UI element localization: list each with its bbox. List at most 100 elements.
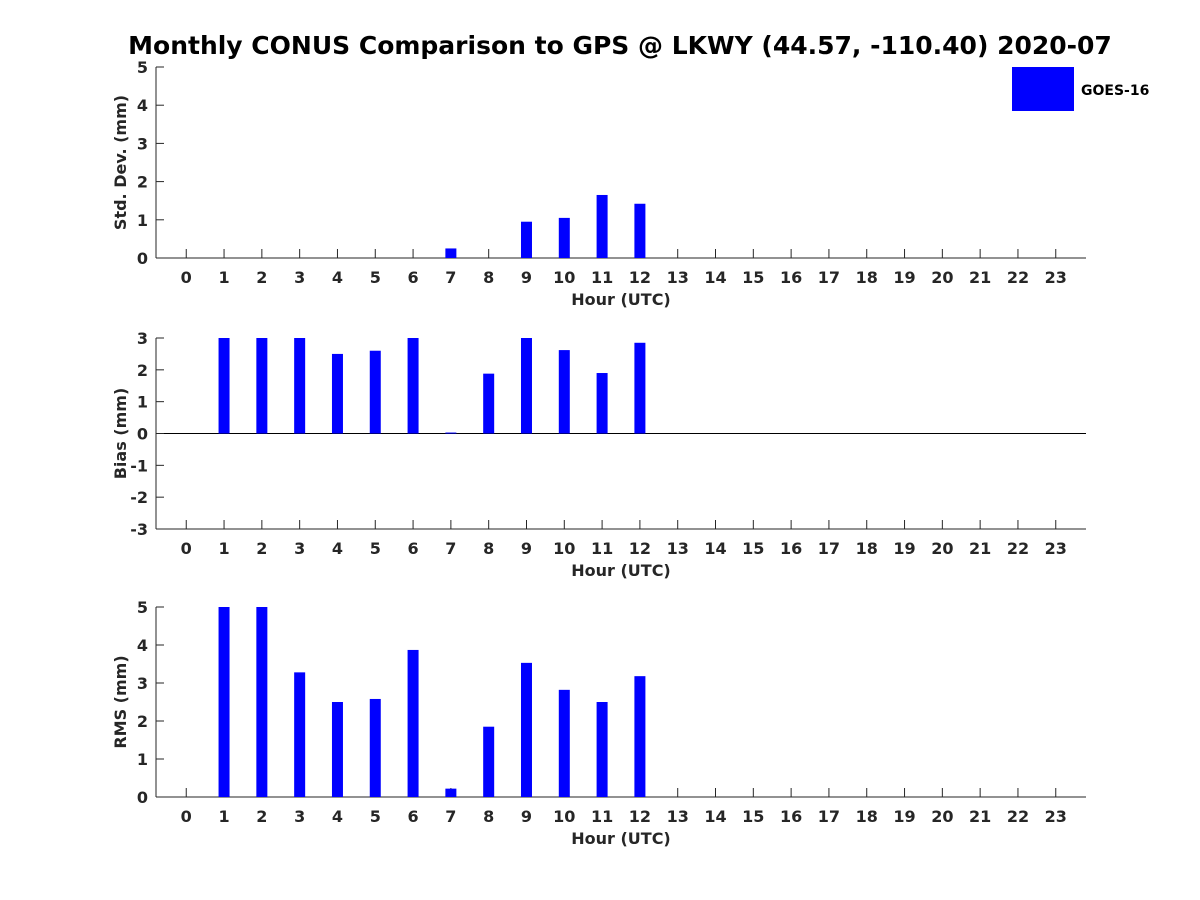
- bar-bias-hour-2: [256, 338, 268, 434]
- x-tick-label: 20: [931, 807, 953, 826]
- x-tick-label: 17: [818, 539, 840, 558]
- x-tick-label: 23: [1045, 807, 1067, 826]
- y-tick-label: 4: [137, 636, 148, 655]
- x-tick-label: 8: [483, 539, 494, 558]
- x-tick-label: 19: [893, 807, 915, 826]
- x-tick-label: 2: [256, 539, 267, 558]
- x-tick-label: 13: [667, 539, 689, 558]
- bar-rms-hour-12: [634, 676, 646, 797]
- x-tick-label: 12: [629, 268, 651, 287]
- y-tick-label: 4: [137, 96, 148, 115]
- x-tick-label: 0: [181, 268, 192, 287]
- x-tick-label: 5: [370, 807, 381, 826]
- bar-rms-hour-8: [483, 726, 495, 797]
- x-tick-label: 3: [294, 268, 305, 287]
- y-tick-label: 3: [137, 674, 148, 693]
- x-tick-label: 21: [969, 268, 991, 287]
- y-tick-label: 1: [137, 750, 148, 769]
- y-tick-label: 2: [137, 173, 148, 192]
- y-tick-label: 5: [137, 598, 148, 617]
- y-tick-label: 0: [137, 425, 148, 444]
- bar-std-dev-hour-7: [445, 248, 457, 258]
- x-tick-label: 18: [856, 539, 878, 558]
- y-tick-label: -3: [130, 520, 148, 539]
- x-tick-label: 11: [591, 268, 613, 287]
- x-tick-label: 22: [1007, 268, 1029, 287]
- bar-std-dev-hour-10: [558, 217, 570, 258]
- y-tick-label: 1: [137, 211, 148, 230]
- x-tick-label: 1: [218, 268, 229, 287]
- y-axis-label: RMS (mm): [111, 655, 130, 748]
- bar-bias-hour-7: [445, 432, 457, 434]
- x-tick-label: 23: [1045, 268, 1067, 287]
- x-tick-label: 21: [969, 539, 991, 558]
- bar-rms-hour-4: [331, 702, 343, 797]
- legend-label: GOES-16: [1081, 83, 1149, 99]
- x-tick-label: 7: [445, 539, 456, 558]
- bar-rms-hour-7: [445, 788, 457, 797]
- bar-rms-hour-1: [218, 607, 230, 797]
- x-tick-label: 0: [181, 807, 192, 826]
- x-tick-label: 0: [181, 539, 192, 558]
- x-tick-label: 11: [591, 807, 613, 826]
- x-axis-label: Hour (UTC): [571, 290, 671, 309]
- bar-rms-hour-3: [294, 672, 306, 797]
- x-tick-label: 2: [256, 268, 267, 287]
- x-tick-label: 15: [742, 268, 764, 287]
- x-tick-label: 5: [370, 539, 381, 558]
- x-tick-label: 6: [408, 539, 419, 558]
- x-tick-label: 9: [521, 807, 532, 826]
- chart-title: Monthly CONUS Comparison to GPS @ LKWY (…: [128, 31, 1112, 60]
- legend-swatch: [1012, 67, 1074, 111]
- bar-bias-hour-8: [483, 373, 495, 434]
- bar-bias-hour-1: [218, 338, 230, 434]
- x-tick-label: 14: [704, 268, 726, 287]
- bar-std-dev-hour-11: [596, 194, 608, 258]
- x-tick-label: 10: [553, 807, 575, 826]
- bar-rms-hour-9: [520, 662, 532, 797]
- x-tick-label: 10: [553, 268, 575, 287]
- x-tick-label: 9: [521, 539, 532, 558]
- y-tick-label: -2: [130, 488, 148, 507]
- x-tick-label: 10: [553, 539, 575, 558]
- x-tick-label: 11: [591, 539, 613, 558]
- bar-bias-hour-11: [596, 373, 608, 434]
- y-tick-label: 0: [137, 249, 148, 268]
- bar-std-dev-hour-12: [634, 203, 646, 258]
- x-tick-label: 20: [931, 539, 953, 558]
- bar-bias-hour-9: [520, 338, 532, 434]
- x-tick-label: 1: [218, 807, 229, 826]
- x-tick-label: 6: [408, 807, 419, 826]
- x-tick-label: 19: [893, 268, 915, 287]
- x-tick-label: 12: [629, 807, 651, 826]
- x-axis-label: Hour (UTC): [571, 829, 671, 848]
- x-tick-label: 16: [780, 807, 802, 826]
- bar-bias-hour-5: [369, 350, 381, 434]
- x-tick-label: 22: [1007, 807, 1029, 826]
- x-tick-label: 15: [742, 539, 764, 558]
- x-tick-label: 18: [856, 268, 878, 287]
- bar-bias-hour-6: [407, 338, 419, 434]
- x-tick-label: 13: [667, 268, 689, 287]
- y-tick-label: 1: [137, 393, 148, 412]
- bar-bias-hour-4: [331, 353, 343, 434]
- x-tick-label: 2: [256, 807, 267, 826]
- y-tick-label: -1: [130, 456, 148, 475]
- x-tick-label: 20: [931, 268, 953, 287]
- x-tick-label: 9: [521, 268, 532, 287]
- x-tick-label: 4: [332, 539, 343, 558]
- x-tick-label: 19: [893, 539, 915, 558]
- bar-rms-hour-5: [369, 698, 381, 797]
- x-tick-label: 17: [818, 807, 840, 826]
- x-tick-label: 5: [370, 268, 381, 287]
- x-tick-label: 8: [483, 807, 494, 826]
- bar-rms-hour-11: [596, 702, 608, 797]
- y-tick-label: 0: [137, 788, 148, 807]
- bar-rms-hour-10: [558, 689, 570, 797]
- x-tick-label: 3: [294, 807, 305, 826]
